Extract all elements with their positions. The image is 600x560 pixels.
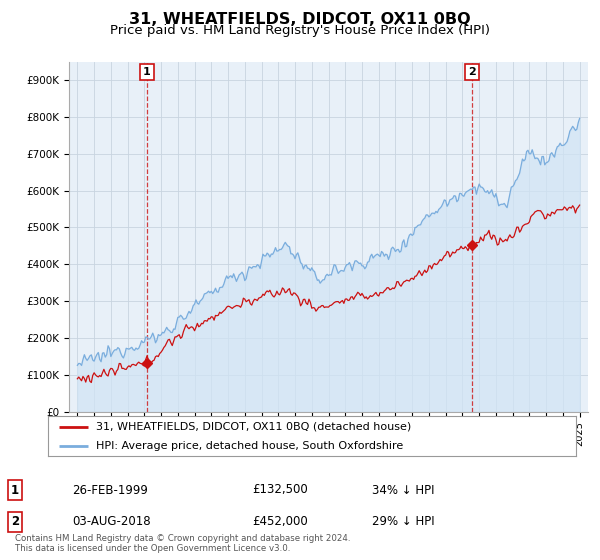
Text: Price paid vs. HM Land Registry's House Price Index (HPI): Price paid vs. HM Land Registry's House …: [110, 24, 490, 37]
Text: 1: 1: [143, 67, 151, 77]
Text: 31, WHEATFIELDS, DIDCOT, OX11 0BQ (detached house): 31, WHEATFIELDS, DIDCOT, OX11 0BQ (detac…: [95, 422, 411, 432]
Text: £452,000: £452,000: [252, 515, 308, 529]
Text: 2: 2: [468, 67, 476, 77]
Text: 31, WHEATFIELDS, DIDCOT, OX11 0BQ: 31, WHEATFIELDS, DIDCOT, OX11 0BQ: [129, 12, 471, 27]
Text: 2: 2: [11, 515, 19, 529]
Text: HPI: Average price, detached house, South Oxfordshire: HPI: Average price, detached house, Sout…: [95, 441, 403, 451]
Text: Contains HM Land Registry data © Crown copyright and database right 2024.
This d: Contains HM Land Registry data © Crown c…: [15, 534, 350, 553]
Text: 1: 1: [11, 483, 19, 497]
Text: 34% ↓ HPI: 34% ↓ HPI: [372, 483, 434, 497]
Text: £132,500: £132,500: [252, 483, 308, 497]
Text: 29% ↓ HPI: 29% ↓ HPI: [372, 515, 434, 529]
Text: 03-AUG-2018: 03-AUG-2018: [72, 515, 151, 529]
Text: 26-FEB-1999: 26-FEB-1999: [72, 483, 148, 497]
